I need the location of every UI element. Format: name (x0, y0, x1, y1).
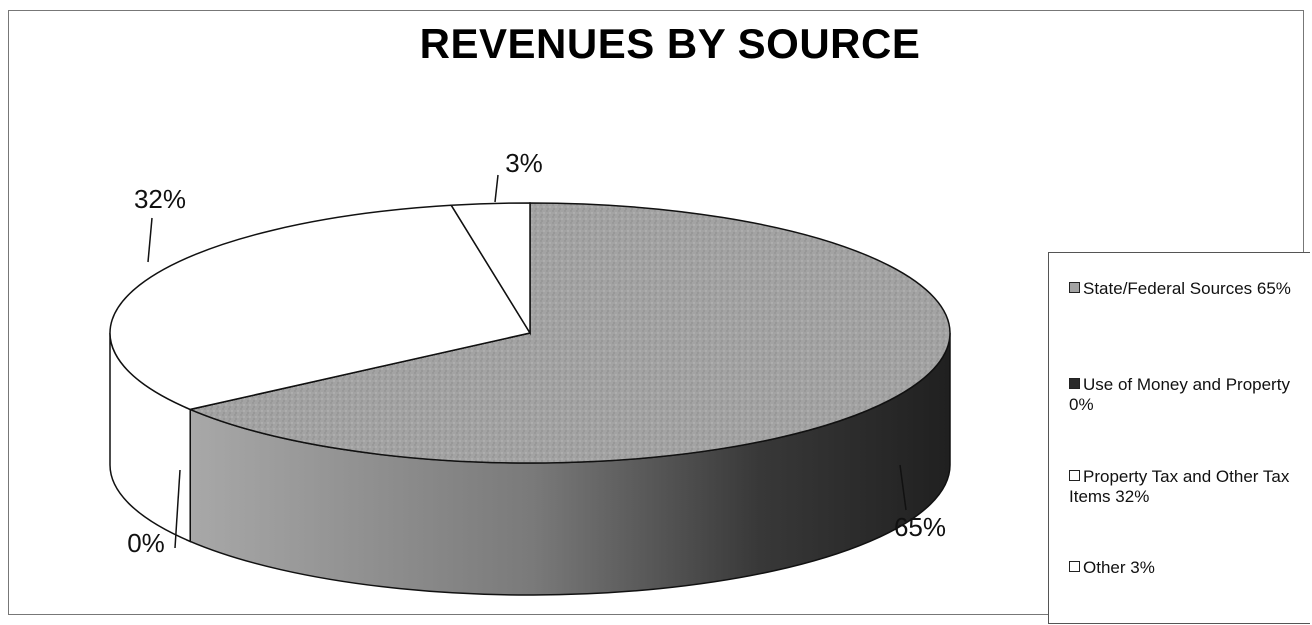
legend-item-2: Property Tax and Other Tax Items 32% (1069, 467, 1309, 507)
leader-line-2 (147, 217, 153, 263)
pie-slice-3 (450, 202, 531, 336)
legend-label-1: Use of Money and Property 0% (1069, 375, 1290, 414)
leader-line-0 (899, 464, 907, 511)
leader-line-1 (174, 469, 181, 549)
legend-swatch-2 (1069, 470, 1080, 481)
slice-label-2: 32% (134, 184, 186, 214)
leader-line-3 (494, 174, 499, 203)
legend-label-3: Other 3% (1083, 558, 1155, 577)
legend-item-0: State/Federal Sources 65% (1069, 279, 1309, 299)
legend-swatch-1 (1069, 378, 1080, 389)
slice-label-3: 3% (505, 148, 543, 178)
pie-slice-0 (187, 202, 951, 464)
legend-item-1: Use of Money and Property 0% (1069, 375, 1309, 415)
legend-item-3: Other 3% (1069, 558, 1309, 578)
chart-title: REVENUES BY SOURCE (419, 20, 921, 67)
legend-label-2: Property Tax and Other Tax Items 32% (1069, 467, 1290, 506)
legend-label-0: State/Federal Sources 65% (1083, 279, 1291, 298)
pie-slice-2 (109, 204, 532, 411)
legend-swatch-3 (1069, 561, 1080, 572)
chart-legend: State/Federal Sources 65% Use of Money an… (1048, 252, 1310, 624)
legend-swatch-0 (1069, 282, 1080, 293)
slice-label-1: 0% (127, 528, 165, 558)
slice-label-0: 65% (894, 512, 946, 542)
